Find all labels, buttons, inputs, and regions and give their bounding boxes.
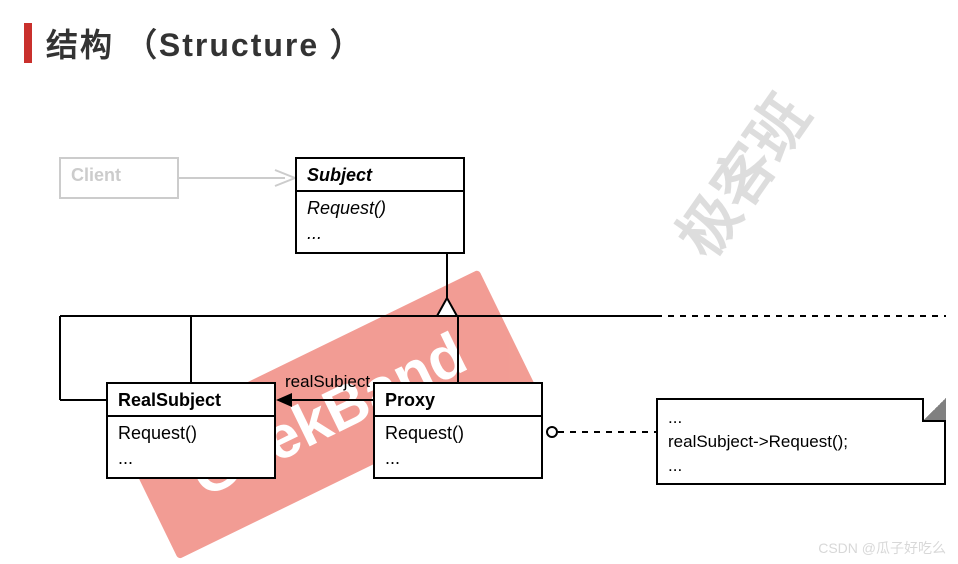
uml-note: ... realSubject->Request(); ... [656,398,946,485]
class-realsubject-name: RealSubject [108,384,274,417]
page-title: 结构 （Structure ） [24,20,364,66]
title-accent-bar [24,23,32,63]
class-subject: Subject Request() ... [295,157,465,254]
title-text: 结构 （Structure ） [46,20,364,66]
class-realsubject: RealSubject Request() ... [106,382,276,479]
class-client-name: Client [61,159,177,190]
class-proxy: Proxy Request() ... [373,382,543,479]
class-proxy-body: Request() ... [375,417,541,477]
class-subject-body: Request() ... [297,192,463,252]
watermark-csdn: CSDN @瓜子好吃么 [818,538,946,558]
class-subject-name: Subject [297,159,463,192]
class-realsubject-body: Request() ... [108,417,274,477]
class-client: Client [59,157,179,199]
watermark-jikeban: 极客班 [653,75,828,272]
class-proxy-name: Proxy [375,384,541,417]
edge-label-realsubject: realSubject [285,372,370,392]
